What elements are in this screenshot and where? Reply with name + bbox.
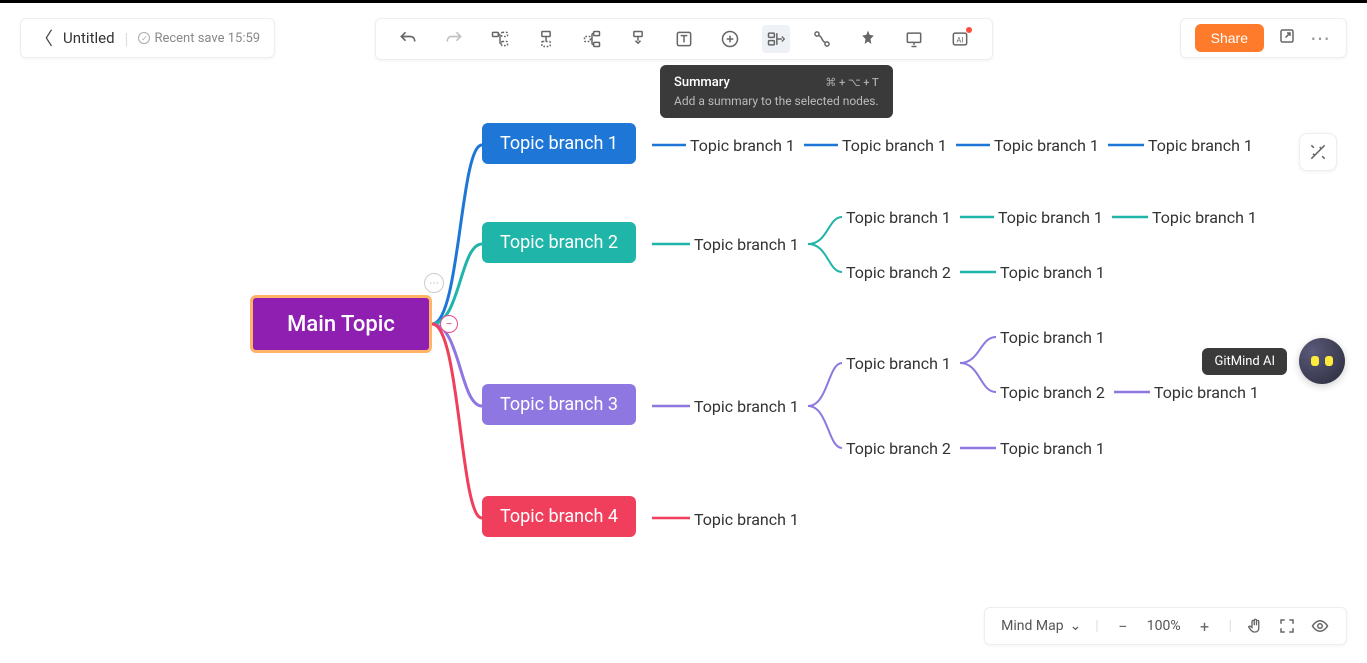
- present-button[interactable]: [900, 25, 928, 53]
- leaf-node[interactable]: Topic branch 1: [694, 235, 799, 254]
- zoom-level: 100%: [1147, 618, 1181, 634]
- document-title[interactable]: Untitled: [63, 29, 115, 47]
- save-status: ✓ Recent save 15:59: [138, 31, 260, 46]
- divider: |: [125, 29, 129, 48]
- tooltip-description: Add a summary to the selected nodes.: [674, 94, 879, 108]
- text-button[interactable]: [670, 25, 698, 53]
- leaf-node[interactable]: Topic branch 2: [846, 263, 951, 282]
- preview-button[interactable]: [1310, 617, 1330, 635]
- leaf-node[interactable]: Topic branch 1: [1000, 263, 1105, 282]
- fullscreen-button[interactable]: [1278, 617, 1296, 635]
- insert-button[interactable]: [716, 25, 744, 53]
- ai-avatar-button[interactable]: [1299, 338, 1345, 384]
- tooltip-title: Summary: [674, 75, 730, 90]
- zoom-out-button[interactable]: −: [1113, 616, 1133, 636]
- undo-button[interactable]: [394, 25, 422, 53]
- magic-wand-button[interactable]: [1299, 133, 1337, 171]
- sibling-topic-button[interactable]: [532, 25, 560, 53]
- leaf-node[interactable]: Topic branch 1: [1148, 136, 1253, 155]
- main-toolbar: AI: [375, 18, 993, 60]
- format-button[interactable]: [624, 25, 652, 53]
- main-topic-node[interactable]: Main Topic: [250, 295, 432, 353]
- collapse-handle[interactable]: −: [440, 315, 458, 333]
- back-icon[interactable]: 〈: [35, 25, 53, 51]
- leaf-node[interactable]: Topic branch 1: [842, 136, 947, 155]
- leaf-node[interactable]: Topic branch 2: [846, 439, 951, 458]
- node-more-handle[interactable]: ⋯: [424, 273, 444, 293]
- summary-button[interactable]: [762, 25, 790, 53]
- leaf-node[interactable]: Topic branch 1: [1152, 208, 1257, 227]
- summary-tooltip: Summary ⌘ + ⌥ + T Add a summary to the s…: [660, 65, 893, 118]
- leaf-node[interactable]: Topic branch 1: [690, 136, 795, 155]
- branch-node-3[interactable]: Topic branch 3: [482, 384, 636, 425]
- leaf-node[interactable]: Topic branch 1: [1000, 439, 1105, 458]
- leaf-node[interactable]: Topic branch 1: [694, 510, 799, 529]
- share-button[interactable]: Share: [1195, 24, 1264, 52]
- header-right: Share ⋯: [1180, 18, 1347, 58]
- leaf-node[interactable]: Topic branch 1: [846, 208, 951, 227]
- relationship-button[interactable]: [808, 25, 836, 53]
- leaf-node[interactable]: Topic branch 1: [1154, 383, 1259, 402]
- tooltip-shortcut: ⌘ + ⌥ + T: [825, 76, 878, 89]
- svg-text:AI: AI: [956, 35, 963, 44]
- style-button[interactable]: [854, 25, 882, 53]
- leaf-node[interactable]: Topic branch 1: [694, 397, 799, 416]
- ai-eye-icon: [1311, 356, 1319, 366]
- check-icon: ✓: [138, 32, 150, 44]
- view-mode-selector[interactable]: Mind Map ⌄: [1001, 618, 1081, 634]
- ai-button[interactable]: AI: [946, 25, 974, 53]
- leaf-node[interactable]: Topic branch 1: [846, 354, 951, 373]
- branch-node-1[interactable]: Topic branch 1: [482, 123, 636, 164]
- chevron-down-icon: ⌄: [1070, 618, 1082, 634]
- ai-tooltip: GitMind AI: [1202, 348, 1287, 375]
- zoom-in-button[interactable]: +: [1195, 616, 1215, 636]
- ai-eye-icon: [1325, 356, 1333, 366]
- redo-button[interactable]: [440, 25, 468, 53]
- divider: |: [1095, 618, 1098, 634]
- bottom-toolbar: Mind Map ⌄ | − 100% + |: [984, 607, 1347, 645]
- hand-tool-button[interactable]: [1246, 617, 1264, 635]
- leaf-node[interactable]: Topic branch 1: [998, 208, 1103, 227]
- header-left: 〈 Untitled | ✓ Recent save 15:59: [20, 18, 275, 58]
- subtopic-button[interactable]: [486, 25, 514, 53]
- main-topic-label: Main Topic: [287, 312, 395, 337]
- leaf-node[interactable]: Topic branch 1: [994, 136, 1099, 155]
- more-menu-icon[interactable]: ⋯: [1310, 26, 1332, 50]
- open-external-icon[interactable]: [1278, 27, 1296, 49]
- branch-node-2[interactable]: Topic branch 2: [482, 222, 636, 263]
- parent-topic-button[interactable]: [578, 25, 606, 53]
- branch-node-4[interactable]: Topic branch 4: [482, 496, 636, 537]
- leaf-node[interactable]: Topic branch 2: [1000, 383, 1105, 402]
- divider: |: [1229, 618, 1232, 634]
- leaf-node[interactable]: Topic branch 1: [1000, 328, 1105, 347]
